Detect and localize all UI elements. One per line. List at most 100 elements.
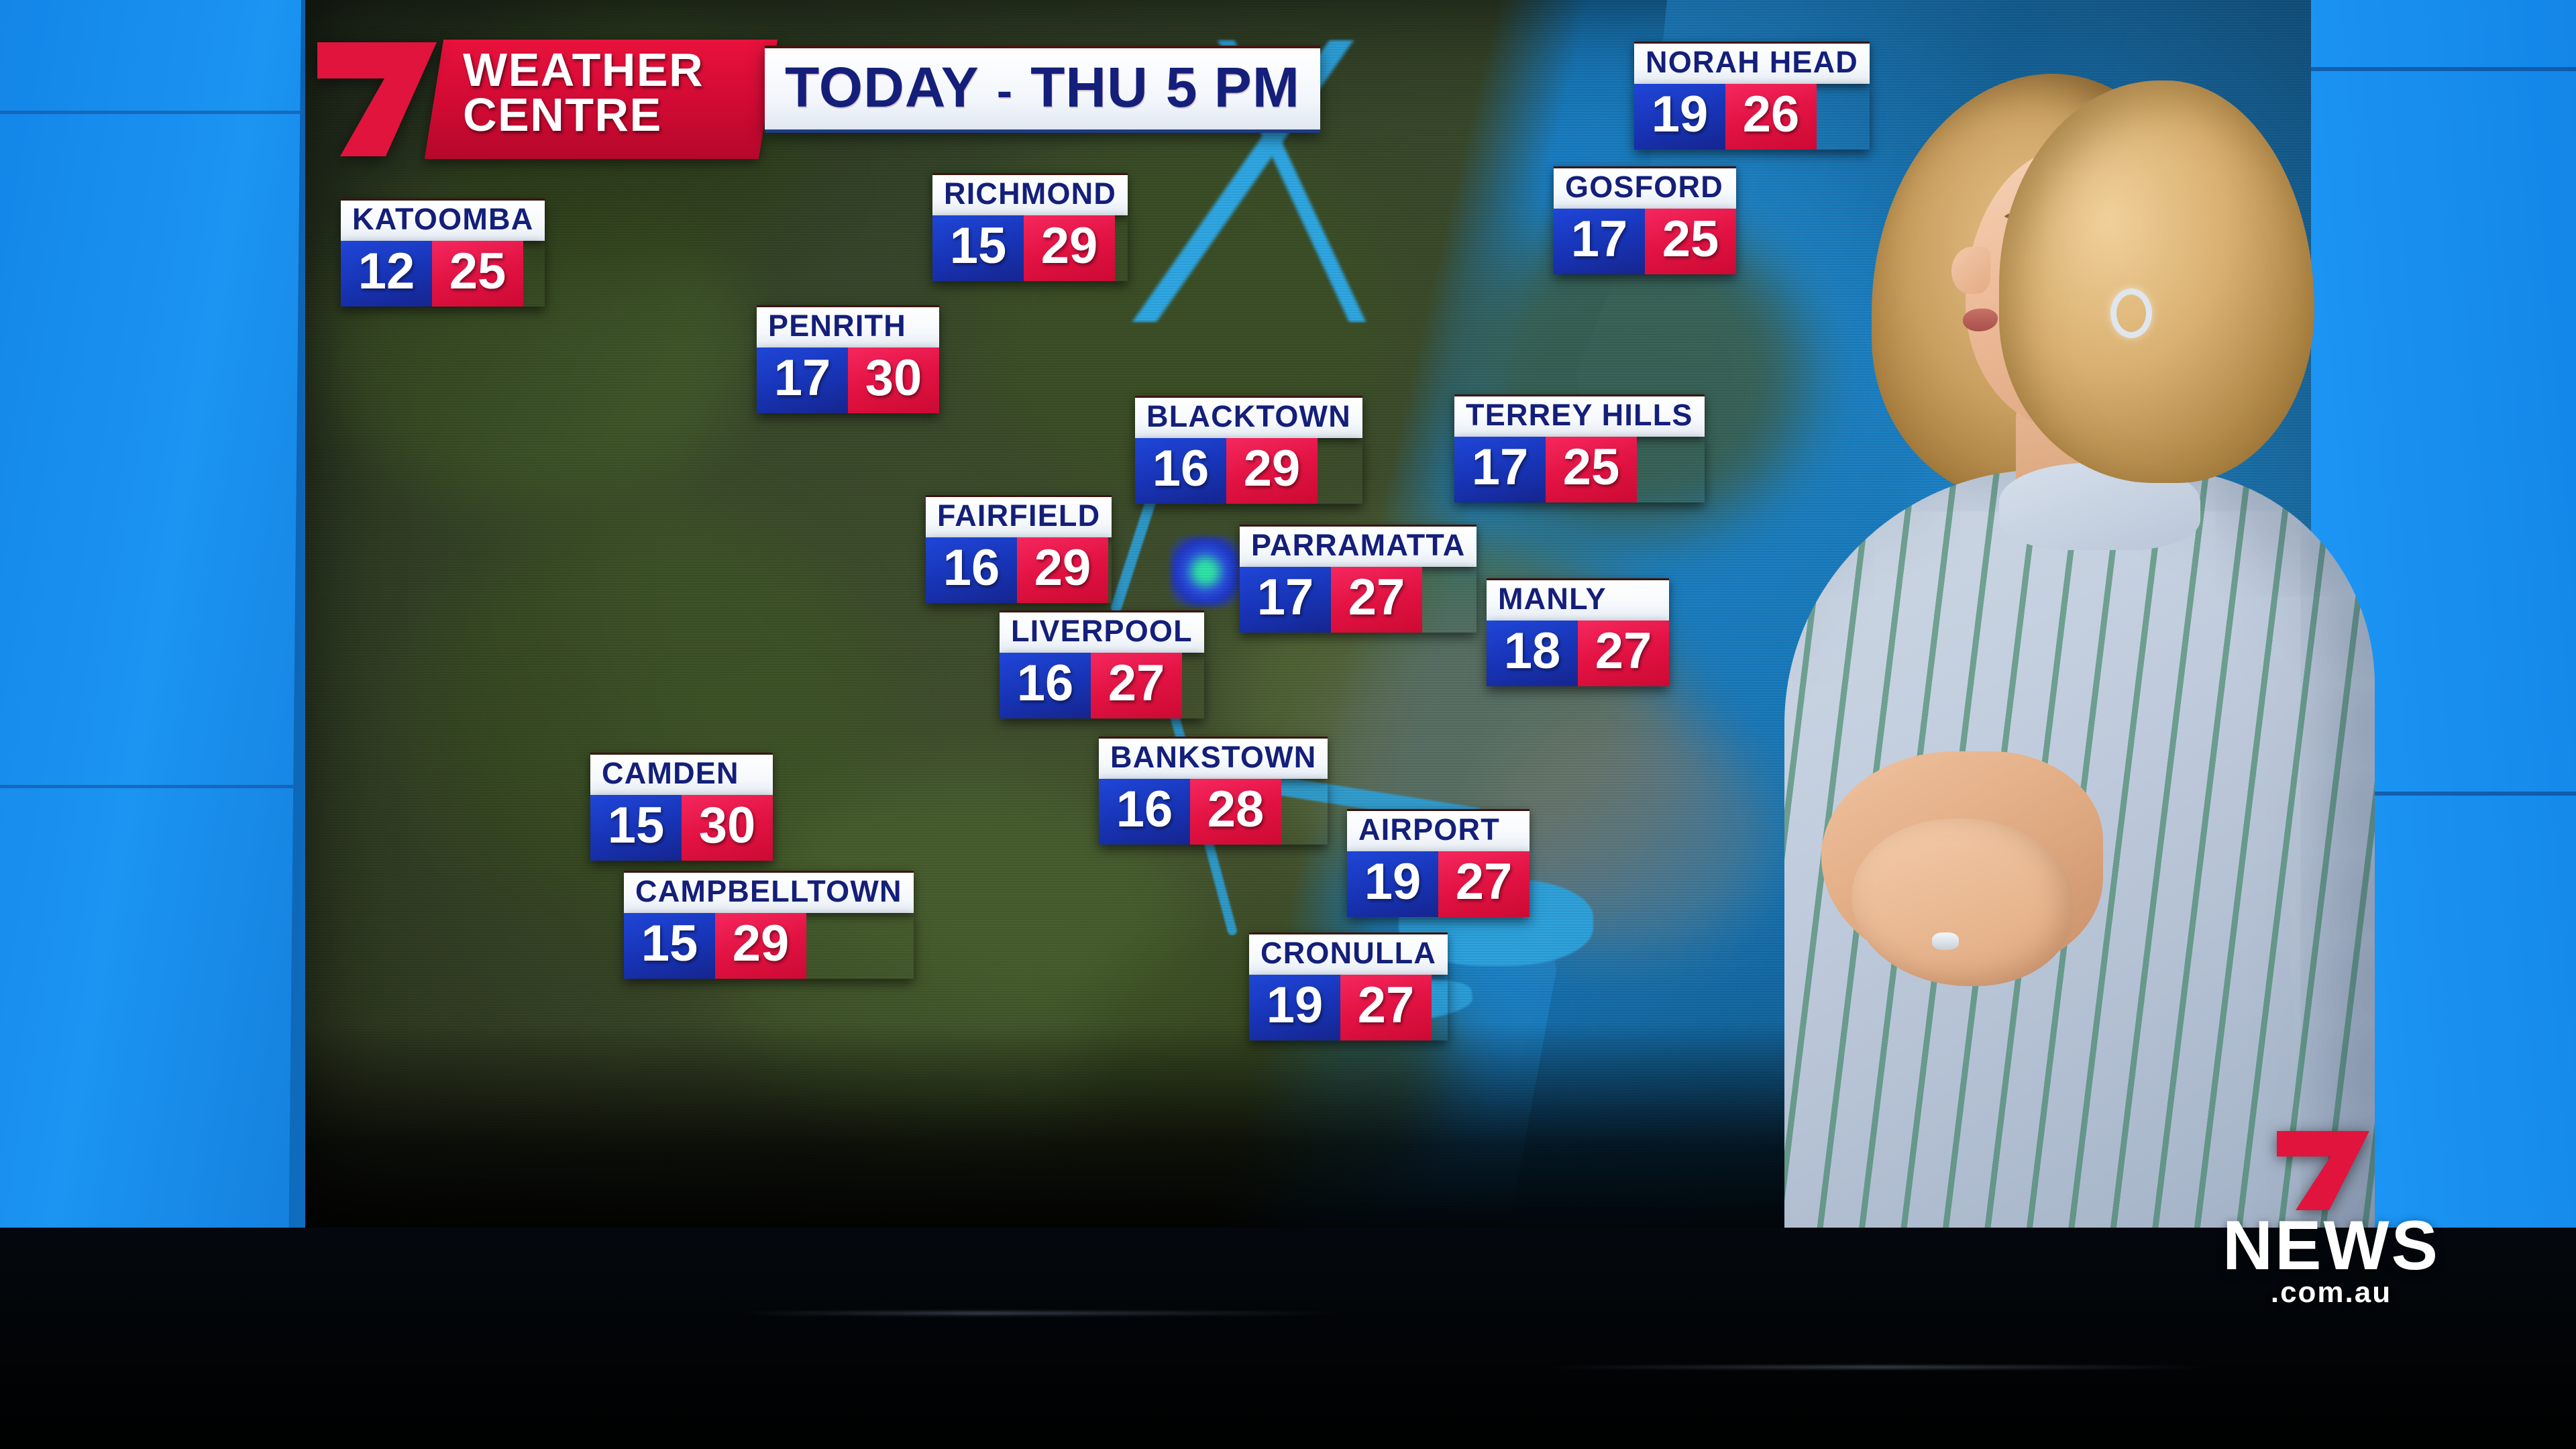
weather-centre-logo: WEATHER CENTRE — [305, 37, 778, 161]
temperature-values: 12 25 — [341, 240, 545, 307]
max-temperature: 29 — [1226, 437, 1318, 504]
location-name: FAIRFIELD — [926, 495, 1112, 537]
max-temperature: 30 — [682, 794, 773, 861]
temperature-values: 18 27 — [1487, 620, 1669, 686]
max-temperature: 25 — [432, 240, 523, 307]
min-temperature: 15 — [624, 912, 715, 979]
max-temperature: 27 — [1331, 566, 1422, 633]
radar-echo-parramatta — [1171, 537, 1240, 606]
period-label: TODAY — [785, 56, 979, 119]
location-name: RICHMOND — [932, 173, 1128, 215]
forecast-period-header: TODAY - THU 5 PM — [765, 46, 1320, 133]
studio-floor — [0, 1228, 2576, 1449]
logo-line-2: CENTRE — [463, 88, 662, 141]
max-temperature: 27 — [1091, 652, 1182, 718]
min-temperature: 19 — [1249, 974, 1340, 1040]
temperature-badge: MANLY 18 27 — [1487, 578, 1669, 686]
logo-line-1: WEATHER — [463, 44, 704, 96]
location-name: KATOOMBA — [341, 199, 545, 241]
news-wordmark: NEWS — [2222, 1207, 2440, 1285]
temperature-values: 17 25 — [1454, 436, 1705, 502]
location-name: PARRAMATTA — [1240, 525, 1477, 567]
min-temperature: 15 — [590, 794, 682, 861]
temperature-badge: RICHMOND 15 29 — [932, 173, 1128, 281]
temperature-values: 19 27 — [1249, 974, 1448, 1040]
temperature-badge: CAMDEN 15 30 — [590, 753, 773, 861]
temperature-values: 19 27 — [1347, 851, 1529, 917]
temperature-badge: GOSFORD 17 25 — [1554, 166, 1736, 274]
min-temperature: 19 — [1634, 83, 1725, 150]
max-temperature: 29 — [715, 912, 806, 979]
presenter-ring — [1932, 932, 1959, 950]
location-name: PENRITH — [757, 305, 939, 347]
min-temperature: 17 — [1554, 208, 1645, 274]
seven-logo-icon — [2277, 1131, 2369, 1210]
temperature-values: 16 29 — [1135, 437, 1362, 504]
temperature-values: 17 30 — [757, 347, 939, 413]
max-temperature: 30 — [848, 347, 939, 413]
max-temperature: 26 — [1725, 83, 1817, 150]
temperature-values: 19 26 — [1634, 83, 1870, 150]
temperature-badge: AIRPORT 19 27 — [1347, 809, 1529, 917]
floor-reflection — [1543, 1366, 2214, 1368]
min-temperature: 17 — [1240, 566, 1331, 633]
temperature-values: 16 29 — [926, 537, 1112, 603]
max-temperature: 29 — [1017, 537, 1108, 603]
presenter-nose — [1951, 247, 1990, 294]
temperature-values: 16 28 — [1099, 778, 1328, 845]
temperature-values: 16 27 — [1000, 652, 1204, 718]
min-temperature: 16 — [1000, 652, 1091, 718]
temperature-badge: CAMPBELLTOWN 15 29 — [624, 871, 914, 979]
presenter-earring — [2110, 288, 2152, 338]
location-name: CRONULLA — [1249, 932, 1448, 975]
max-temperature: 29 — [1024, 215, 1115, 281]
min-temperature: 16 — [1135, 437, 1226, 504]
location-name: CAMDEN — [590, 753, 773, 795]
location-name: GOSFORD — [1554, 166, 1736, 209]
location-name: LIVERPOOL — [1000, 610, 1204, 653]
min-temperature: 15 — [932, 215, 1024, 281]
temperature-badge: PENRITH 17 30 — [757, 305, 939, 413]
presenter-hands — [1851, 818, 2073, 986]
weather-centre-wordmark: WEATHER CENTRE — [463, 44, 765, 141]
min-temperature: 17 — [1454, 436, 1546, 502]
location-name: TERREY HILLS — [1454, 394, 1705, 437]
temperature-badge: LIVERPOOL 16 27 — [1000, 610, 1204, 718]
day-label: THU — [1030, 56, 1148, 119]
temperature-values: 17 27 — [1240, 566, 1477, 633]
location-name: MANLY — [1487, 578, 1669, 621]
min-temperature: 12 — [341, 240, 432, 307]
temperature-values: 15 29 — [932, 215, 1128, 281]
location-name: NORAH HEAD — [1634, 42, 1870, 84]
temperature-badge: NORAH HEAD 19 26 — [1634, 42, 1870, 150]
temperature-values: 15 29 — [624, 912, 914, 979]
temperature-badge: PARRAMATTA 17 27 — [1240, 525, 1477, 633]
temperature-badge: BLACKTOWN 16 29 — [1135, 396, 1362, 504]
location-name: BLACKTOWN — [1135, 396, 1362, 438]
header-dash: - — [996, 64, 1014, 117]
temperature-badge: FAIRFIELD 16 29 — [926, 495, 1112, 603]
presenter-lips — [1963, 309, 1998, 331]
location-name: AIRPORT — [1347, 809, 1529, 851]
min-temperature: 16 — [1099, 778, 1190, 845]
temperature-badge: CRONULLA 19 27 — [1249, 932, 1448, 1040]
seven-news-bug: NEWS .com.au — [2190, 1127, 2472, 1328]
temperature-values: 15 30 — [590, 794, 773, 861]
min-temperature: 17 — [757, 347, 848, 413]
temperature-badge: KATOOMBA 12 25 — [341, 199, 545, 307]
news-url: .com.au — [2270, 1275, 2392, 1309]
location-name: BANKSTOWN — [1099, 737, 1328, 779]
max-temperature: 25 — [1546, 436, 1637, 502]
max-temperature: 25 — [1645, 208, 1736, 274]
max-temperature: 27 — [1340, 974, 1432, 1040]
max-temperature: 27 — [1438, 851, 1529, 917]
min-temperature: 19 — [1347, 851, 1438, 917]
presenter-hair-front — [1999, 80, 2314, 483]
min-temperature: 18 — [1487, 620, 1578, 686]
time-label: 5 PM — [1165, 56, 1300, 119]
temperature-values: 17 25 — [1554, 208, 1736, 274]
max-temperature: 27 — [1578, 620, 1669, 686]
min-temperature: 16 — [926, 537, 1017, 603]
temperature-badge: BANKSTOWN 16 28 — [1099, 737, 1328, 845]
